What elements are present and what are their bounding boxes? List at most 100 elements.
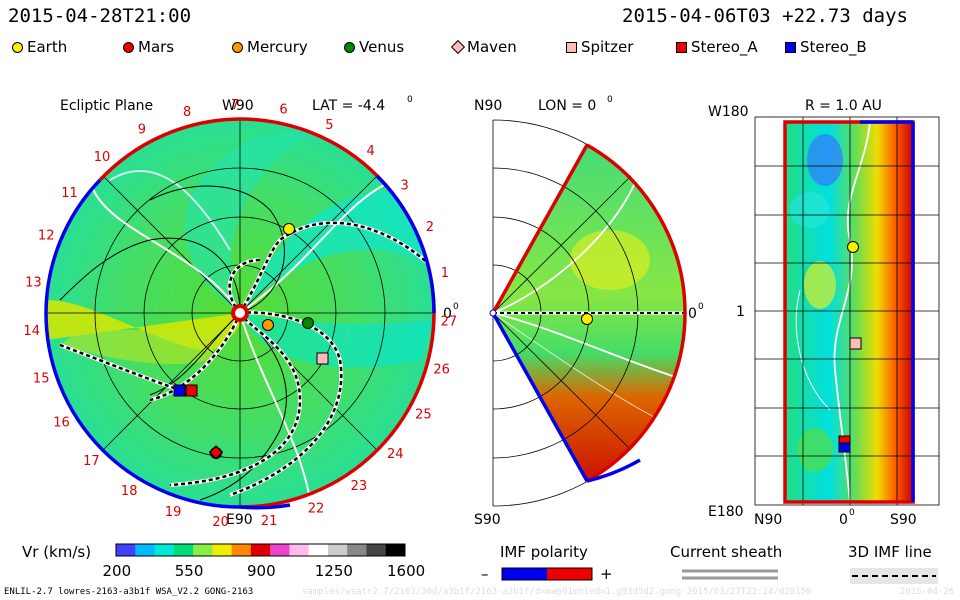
colorbar-segment: [116, 544, 136, 556]
colorbar-segment: [270, 544, 290, 556]
colorbar-tick: 900: [247, 562, 276, 580]
stereo-b-square-icon: [785, 41, 796, 53]
velocity-colorbar: [116, 544, 406, 556]
ecliptic-plane-panel: [44, 117, 436, 510]
rotation-number: 8: [183, 105, 191, 120]
rotation-number: 9: [138, 123, 146, 138]
rotation-number: 25: [415, 407, 432, 422]
legend-label: Earth: [27, 38, 68, 56]
model-path-ghost: samples/wsatr2.7/2163/30d/a3b1f/2163-a3b…: [302, 587, 812, 597]
rotation-number: 23: [351, 479, 368, 494]
legend-label: Venus: [359, 38, 405, 56]
colorbar-segment: [308, 544, 329, 556]
rotation-number: 21: [261, 514, 278, 529]
e180-label: E180: [708, 504, 744, 520]
imf-polarity-negative-bar: [502, 568, 547, 580]
rotation-number: 11: [61, 186, 78, 201]
legend-label: Mercury: [247, 38, 308, 56]
svg-text:0: 0: [407, 95, 413, 105]
imf-polarity-label: IMF polarity: [500, 543, 588, 561]
legend-label: Stereo_B: [800, 38, 867, 56]
colorbar-segment: [212, 544, 233, 556]
rotation-number: 7: [231, 98, 239, 113]
rotation-number: 27: [441, 314, 458, 329]
rotation-number: 6: [279, 103, 287, 118]
colorbar-segment: [289, 544, 310, 556]
colorbar-tick: 1250: [314, 562, 353, 580]
svg-text:0: 0: [849, 508, 855, 518]
radial-zero-label: 0: [839, 512, 848, 528]
legend-label: Maven: [467, 38, 517, 56]
spitzer-marker-ecliptic: [316, 352, 329, 365]
colorbar-label: Vr (km/s): [22, 543, 92, 561]
svg-text:0: 0: [607, 95, 613, 105]
legend-label: Mars: [138, 38, 175, 56]
colorbar-segment: [231, 544, 252, 556]
legend-item-stereo-b: Stereo_B: [785, 38, 867, 56]
rotation-number: 14: [23, 324, 40, 339]
s90-label: S90: [474, 512, 501, 528]
mercury-circle-icon: [232, 41, 243, 53]
colorbar-tick: 1600: [387, 562, 426, 580]
stereo-a-square-icon: [676, 41, 687, 53]
colorbar-tick: 550: [174, 562, 204, 580]
rotation-number: 19: [165, 505, 182, 520]
ecliptic-title: Ecliptic Plane: [60, 98, 153, 114]
radial-map-panel: [754, 116, 940, 506]
stereo-b-marker-radial: [838, 442, 851, 453]
spitzer-square-icon: [566, 41, 577, 53]
rotation-number: 18: [121, 484, 138, 499]
legend-item-mars: Mars: [123, 38, 174, 56]
legend-item-earth: Earth: [12, 38, 67, 56]
legend-item-maven: Maven: [450, 38, 517, 56]
legend-item-venus: Venus: [344, 38, 404, 56]
svg-text:0: 0: [453, 302, 459, 312]
rotation-number: 1: [441, 266, 449, 281]
imf-plus-sign: +: [600, 565, 613, 583]
date-ghost: 2015-04-26: [900, 587, 955, 597]
earth-marker-meridional: [581, 313, 593, 325]
rotation-number: 13: [25, 276, 42, 291]
colorbar-tick: 200: [102, 562, 132, 580]
earth-circle-icon: [12, 41, 23, 53]
rotation-number: 22: [308, 502, 325, 517]
colorbar-segment: [135, 544, 156, 556]
svg-text:0: 0: [698, 302, 704, 312]
legend-label: Spitzer: [581, 38, 634, 56]
rotation-number: 16: [53, 416, 70, 431]
rotation-number: 26: [433, 362, 450, 377]
maven-marker: [208, 445, 224, 460]
colorbar-segment: [154, 544, 175, 556]
w180-label: W180: [708, 104, 749, 120]
e90-label: E90: [226, 512, 253, 528]
stereo-b-marker-ecliptic: [173, 384, 186, 397]
imf-minus-sign: –: [481, 565, 489, 583]
legend-item-mercury: Mercury: [232, 38, 308, 56]
rotation-number: 15: [33, 372, 50, 387]
colorbar-segment: [173, 544, 194, 556]
imf-line-label: 3D IMF line: [848, 543, 932, 561]
colorbar-segment: [366, 544, 387, 556]
n90-label: N90: [474, 98, 502, 114]
lon-label: LON = 0: [538, 98, 596, 114]
rotation-number: 24: [387, 447, 404, 462]
stereo-a-marker-ecliptic: [185, 384, 198, 397]
earth-marker-ecliptic: [283, 223, 295, 235]
earth-marker-radial: [847, 241, 859, 253]
rotation-number: 10: [94, 150, 111, 165]
lat-label: LAT = -4.4: [312, 98, 385, 114]
spitzer-marker-radial: [849, 337, 862, 350]
colorbar-segment: [250, 544, 271, 556]
radial-mid-label: 1: [736, 304, 745, 320]
imf-polarity-positive-bar: [547, 568, 592, 580]
model-info: ENLIL-2.7 lowres-2163-a3b1f WSA_V2.2 GON…: [4, 587, 254, 597]
meridional-plane-panel: [489, 119, 687, 507]
legend-label: Stereo_A: [691, 38, 758, 56]
meridional-zero-label: 0: [688, 306, 697, 322]
stereo-a-marker-radial: [838, 435, 851, 444]
colorbar-segment: [327, 544, 348, 556]
radial-s90-label: S90: [890, 512, 917, 528]
venus-marker: [302, 317, 314, 329]
rotation-number: 20: [212, 515, 229, 530]
